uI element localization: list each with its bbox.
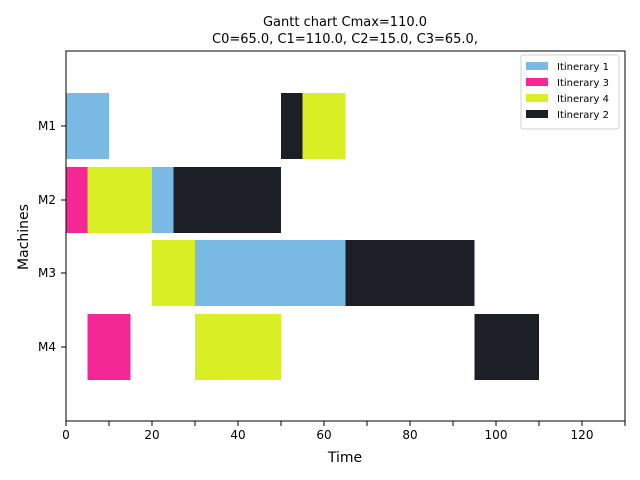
legend: Itinerary 1 Itinerary 3 Itinerary 4 Itinera… [520, 54, 620, 130]
x-axis-label: Time [327, 450, 362, 466]
x-tick-label: 20 [144, 428, 159, 442]
legend-label-itinerary-1: Itinerary 1 [557, 62, 609, 73]
chart-title: Gantt chart Cmax=110.0 [263, 15, 427, 30]
legend-swatch-itinerary-4 [526, 94, 548, 102]
y-tick-label-m2: M2 [38, 193, 56, 207]
task-bar-m3-itinerary-4 [152, 240, 195, 306]
legend-label-itinerary-3: Itinerary 3 [557, 78, 609, 89]
x-tick-label: 60 [316, 428, 331, 442]
task-bar-m4-itinerary-3 [87, 314, 131, 380]
y-tick-label-m1: M1 [38, 119, 56, 133]
task-bar-m2-itinerary-3 [66, 167, 88, 233]
legend-swatch-itinerary-3 [526, 78, 548, 86]
plot-frame [65, 50, 626, 422]
task-bar-m2-itinerary-4 [87, 167, 152, 233]
legend-label-itinerary-4: Itinerary 4 [557, 94, 609, 105]
task-bar-m3-itinerary-1 [195, 240, 346, 306]
task-bar-m1-itinerary-1 [66, 93, 109, 159]
chart-subtitle: C0=65.0, C1=110.0, C2=15.0, C3=65.0, [212, 32, 478, 47]
x-tick-label: 0 [62, 428, 70, 442]
task-bar-m1-itinerary-2 [281, 93, 303, 159]
task-bar-m3-itinerary-2 [345, 240, 475, 306]
axes: 0 20 40 60 80 100 120 M1 M2 M3 M4 [38, 50, 626, 442]
y-axis-label: Machines [16, 204, 32, 270]
x-tick-label: 100 [485, 428, 508, 442]
task-bar-m2-itinerary-2 [173, 167, 281, 233]
y-tick-label-m4: M4 [38, 340, 56, 354]
task-bar-m1-itinerary-4 [302, 93, 346, 159]
task-bars [66, 93, 539, 380]
task-bar-m4-itinerary-4 [195, 314, 281, 380]
x-tick-label: 40 [230, 428, 245, 442]
legend-swatch-itinerary-2 [526, 110, 548, 118]
x-tick-label: 80 [402, 428, 417, 442]
x-tick-label: 120 [571, 428, 594, 442]
legend-swatch-itinerary-1 [526, 62, 548, 70]
y-tick-label-m3: M3 [38, 266, 56, 280]
task-bar-m2-itinerary-1 [152, 167, 174, 233]
task-bar-m4-itinerary-2 [474, 314, 539, 380]
legend-label-itinerary-2: Itinerary 2 [557, 110, 609, 121]
